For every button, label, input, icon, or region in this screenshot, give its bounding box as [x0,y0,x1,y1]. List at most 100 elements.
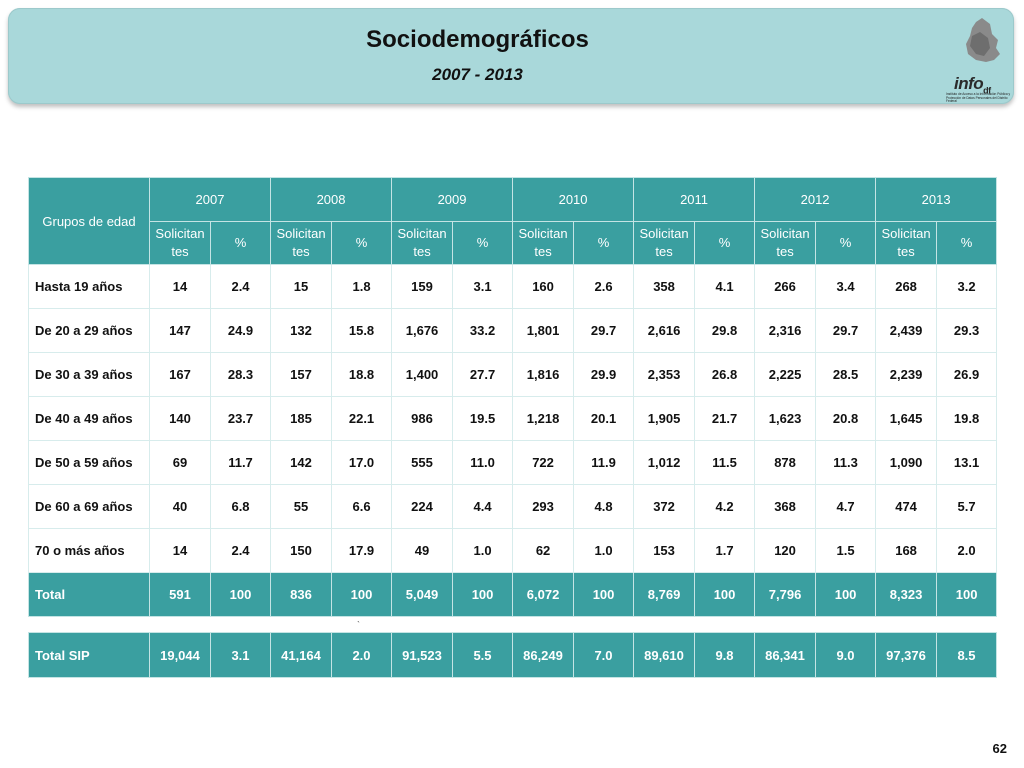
percent-cell: 19.5 [452,396,514,441]
logo-wordmark: infodf [954,74,991,96]
solicitantes-cell: 2,316 [754,308,817,353]
percent-cell: 29.7 [815,308,877,353]
percent-cell: 4.7 [815,484,877,529]
percent-cell: 100 [573,572,635,617]
table-row: 70 o más años 14 2.4 150 17.9 49 1.0 62 1.0 153 1.… [28,528,998,573]
solicitantes-header: Solicitan tes [875,221,938,265]
table-row: Hasta 19 años 14 2.4 15 1.8 159 3.1 160 2.6 358 4.… [28,264,998,309]
percent-cell: 2.0 [936,528,998,573]
year-header: 2010 [512,177,635,222]
row-label: De 20 a 29 años [28,308,150,353]
total-row: Total 591 100 836 100 5,049 100 6,072 100 8,769 10… [28,572,998,617]
percent-cell: 20.1 [573,396,635,441]
solicitantes-cell: 69 [149,440,211,485]
table-row: De 20 a 29 años 147 24.9 132 15.8 1,676 33.2 1,… [28,308,998,353]
solicitantes-header: Solicitan tes [633,221,696,265]
solicitantes-cell: 142 [270,440,333,485]
percent-cell: 13.1 [936,440,998,485]
solicitantes-header: Solicitan tes [270,221,333,265]
solicitantes-cell: 224 [391,484,454,529]
percent-cell: 1.0 [452,528,514,573]
percent-cell: 2.6 [573,264,635,309]
solicitantes-cell: 150 [270,528,333,573]
solicitantes-cell: 1,090 [875,440,938,485]
page-title: Sociodemográficos [366,26,589,53]
solicitantes-cell: 185 [270,396,333,441]
percent-cell: 21.7 [694,396,756,441]
solicitantes-cell: 1,012 [633,440,696,485]
table-row: De 30 a 39 años 167 28.3 157 18.8 1,400 27.7 1,… [28,352,998,397]
year-header: 2013 [875,177,998,222]
solicitantes-cell: 5,049 [391,572,454,617]
percent-cell: 1.5 [815,528,877,573]
year-header: 2012 [754,177,877,222]
percent-cell: 26.8 [694,352,756,397]
row-label: De 60 a 69 años [28,484,150,529]
year-header: 2008 [270,177,393,222]
solicitantes-cell: 722 [512,440,575,485]
solicitantes-cell: 1,645 [875,396,938,441]
row-label: 70 o más años [28,528,150,573]
row-label: Total [28,572,150,617]
solicitantes-cell: 6,072 [512,572,575,617]
percent-cell: 100 [694,572,756,617]
solicitantes-cell: 19,044 [149,632,211,678]
solicitantes-cell: 157 [270,352,333,397]
stray-mark: ` [357,620,360,630]
solicitantes-header: Solicitan tes [149,221,211,265]
percent-header: % [815,221,877,265]
percent-cell: 6.8 [209,484,272,529]
solicitantes-cell: 153 [633,528,696,573]
percent-cell: 19.8 [936,396,998,441]
page-number: 62 [992,741,1007,756]
solicitantes-cell: 8,323 [875,572,938,617]
percent-cell: 2.4 [209,264,272,309]
solicitantes-cell: 89,610 [633,632,695,678]
solicitantes-cell: 293 [512,484,575,529]
solicitantes-cell: 8,769 [633,572,696,617]
percent-cell: 4.1 [694,264,756,309]
percent-header: % [694,221,756,265]
solicitantes-cell: 358 [633,264,696,309]
solicitantes-cell: 14 [149,528,211,573]
solicitantes-cell: 372 [633,484,696,529]
percent-cell: 3.4 [815,264,877,309]
percent-cell: 4.4 [452,484,514,529]
row-label: Total SIP [28,632,150,678]
logo-caption: Instituto de Acceso a la Información Púb… [946,92,1011,104]
percent-cell: 18.8 [331,352,393,397]
infodf-logo-icon [966,18,1000,62]
solicitantes-cell: 7,796 [754,572,817,617]
percent-cell: 3.2 [936,264,998,309]
solicitantes-cell: 91,523 [391,632,453,678]
group-header: Grupos de edad [28,177,150,265]
percent-cell: 11.9 [573,440,635,485]
solicitantes-cell: 1,905 [633,396,696,441]
percent-cell: 11.7 [209,440,272,485]
solicitantes-cell: 1,400 [391,352,454,397]
solicitantes-cell: 2,239 [875,352,938,397]
solicitantes-cell: 86,341 [754,632,816,678]
solicitantes-header: Solicitan tes [391,221,454,265]
table-row: De 60 a 69 años 40 6.8 55 6.6 224 4.4 293 4.8 372… [28,484,998,529]
solicitantes-cell: 2,225 [754,352,817,397]
solicitantes-header: Solicitan tes [754,221,817,265]
percent-cell: 9.8 [694,632,755,678]
percent-cell: 2.0 [331,632,392,678]
percent-cell: 27.7 [452,352,514,397]
percent-cell: 100 [331,572,393,617]
percent-cell: 29.8 [694,308,756,353]
solicitantes-cell: 268 [875,264,938,309]
year-header: 2011 [633,177,756,222]
percent-cell: 29.9 [573,352,635,397]
age-groups-table: Grupos de edad 2007 2008 2009 2010 2011 2012 2… [28,177,998,617]
subheader-row: Solicitan tes% Solicitan tes% Solicitan te… [29,221,998,265]
percent-cell: 4.8 [573,484,635,529]
percent-header: % [209,221,272,265]
solicitantes-cell: 2,353 [633,352,696,397]
table-row: De 40 a 49 años 140 23.7 185 22.1 986 19.5 1,21… [28,396,998,441]
solicitantes-cell: 591 [149,572,211,617]
solicitantes-cell: 55 [270,484,333,529]
percent-cell: 22.1 [331,396,393,441]
solicitantes-cell: 41,164 [270,632,332,678]
